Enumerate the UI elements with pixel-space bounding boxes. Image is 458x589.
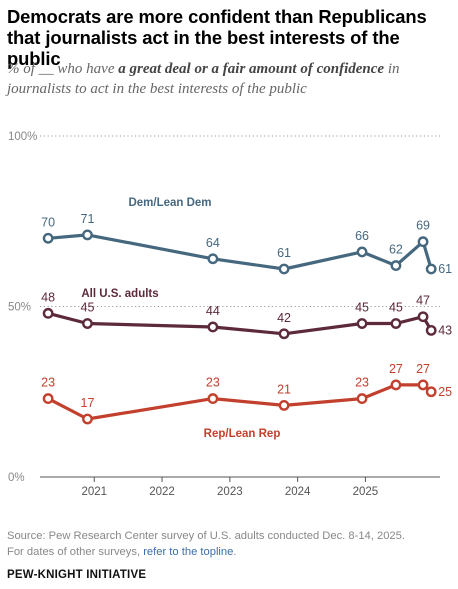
data-label: 69 xyxy=(416,219,430,233)
data-label: 44 xyxy=(206,304,220,318)
data-point xyxy=(42,307,54,319)
line-chart: 100% 50% 0% 2021 2022 2023 2024 2025 70 71 64 61 66 6… xyxy=(8,131,452,498)
data-point xyxy=(42,232,54,244)
data-label: 66 xyxy=(355,229,369,243)
chart-subtitle: % of __ who have a great deal or a fair … xyxy=(7,59,453,99)
data-label: 45 xyxy=(389,301,403,315)
source-line-2-pre: For dates of other surveys, xyxy=(7,546,144,558)
x-tick-label: 2022 xyxy=(149,486,175,498)
data-point xyxy=(417,311,429,323)
data-label: 47 xyxy=(416,294,430,308)
data-point xyxy=(425,324,437,336)
data-point xyxy=(425,386,437,398)
data-label: 71 xyxy=(81,212,95,226)
source-line-2: For dates of other surveys, refer to the… xyxy=(7,544,453,560)
data-label: 45 xyxy=(355,301,369,315)
data-label: 21 xyxy=(277,382,291,396)
data-point xyxy=(390,260,402,271)
y-tick-label: 50% xyxy=(8,302,31,314)
data-label: 27 xyxy=(389,362,403,376)
data-point xyxy=(82,413,93,425)
data-label: 23 xyxy=(206,376,220,390)
series-name-label: All U.S. adults xyxy=(81,288,158,300)
data-label: 27 xyxy=(416,362,430,376)
subtitle-bold: a great deal or a fair amount of confide… xyxy=(118,61,385,77)
chart-title: Democrats are more confident than Republ… xyxy=(7,6,427,69)
data-label: 64 xyxy=(206,236,220,250)
data-point xyxy=(278,263,290,275)
y-tick-label: 100% xyxy=(8,131,37,143)
data-label: 23 xyxy=(41,376,55,390)
y-tick-label: 0% xyxy=(8,472,25,484)
data-label: 62 xyxy=(389,243,403,257)
data-point xyxy=(207,253,219,265)
x-tick-label: 2025 xyxy=(353,486,379,498)
footer-brand: PEW-KNIGHT INITIATIVE xyxy=(7,569,147,581)
data-point xyxy=(82,229,93,241)
data-label: 42 xyxy=(277,311,291,325)
data-point xyxy=(417,236,429,248)
data-point xyxy=(356,318,368,329)
data-point xyxy=(356,246,368,258)
data-point xyxy=(356,393,368,404)
data-label: 45 xyxy=(81,301,95,315)
data-point xyxy=(278,328,290,340)
data-point xyxy=(417,379,429,391)
topline-link[interactable]: refer to the topline xyxy=(143,546,234,558)
data-point xyxy=(390,379,402,391)
data-label: 43 xyxy=(438,323,452,337)
subtitle-pre: % of __ who have xyxy=(7,61,119,77)
data-label: 70 xyxy=(41,215,55,229)
data-point xyxy=(207,321,219,333)
source-note: Source: Pew Research Center survey of U.… xyxy=(7,528,453,560)
data-point xyxy=(207,393,219,404)
series-line-2 xyxy=(46,383,433,421)
data-label: 61 xyxy=(438,262,452,276)
series-line-0 xyxy=(46,233,433,271)
source-line-2-post: . xyxy=(233,546,237,558)
subtitle-post: in journalists to act in the best intere… xyxy=(7,61,400,97)
series-name-label: Dem/Lean Dem xyxy=(128,197,211,209)
data-point xyxy=(390,318,402,329)
data-point xyxy=(425,263,437,275)
data-label: 25 xyxy=(438,385,452,399)
data-label: 48 xyxy=(41,290,55,304)
x-tick-label: 2023 xyxy=(217,486,243,498)
x-tick-label: 2024 xyxy=(285,486,311,498)
series-line-1 xyxy=(46,311,433,336)
data-point xyxy=(82,318,93,329)
series-name-label: Rep/Lean Rep xyxy=(204,428,281,440)
data-label: 23 xyxy=(355,376,369,390)
x-tick-label: 2021 xyxy=(81,486,107,498)
data-point xyxy=(42,393,54,404)
data-label: 17 xyxy=(81,396,95,410)
data-point xyxy=(278,399,290,411)
data-label: 61 xyxy=(277,246,291,260)
source-line-1: Source: Pew Research Center survey of U.… xyxy=(7,530,405,542)
